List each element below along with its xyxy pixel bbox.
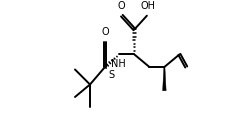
Text: O: O bbox=[118, 1, 125, 11]
Text: S: S bbox=[108, 70, 114, 80]
Polygon shape bbox=[163, 67, 166, 91]
Text: O: O bbox=[101, 27, 109, 37]
Text: OH: OH bbox=[140, 1, 155, 11]
Text: NH: NH bbox=[111, 59, 126, 69]
